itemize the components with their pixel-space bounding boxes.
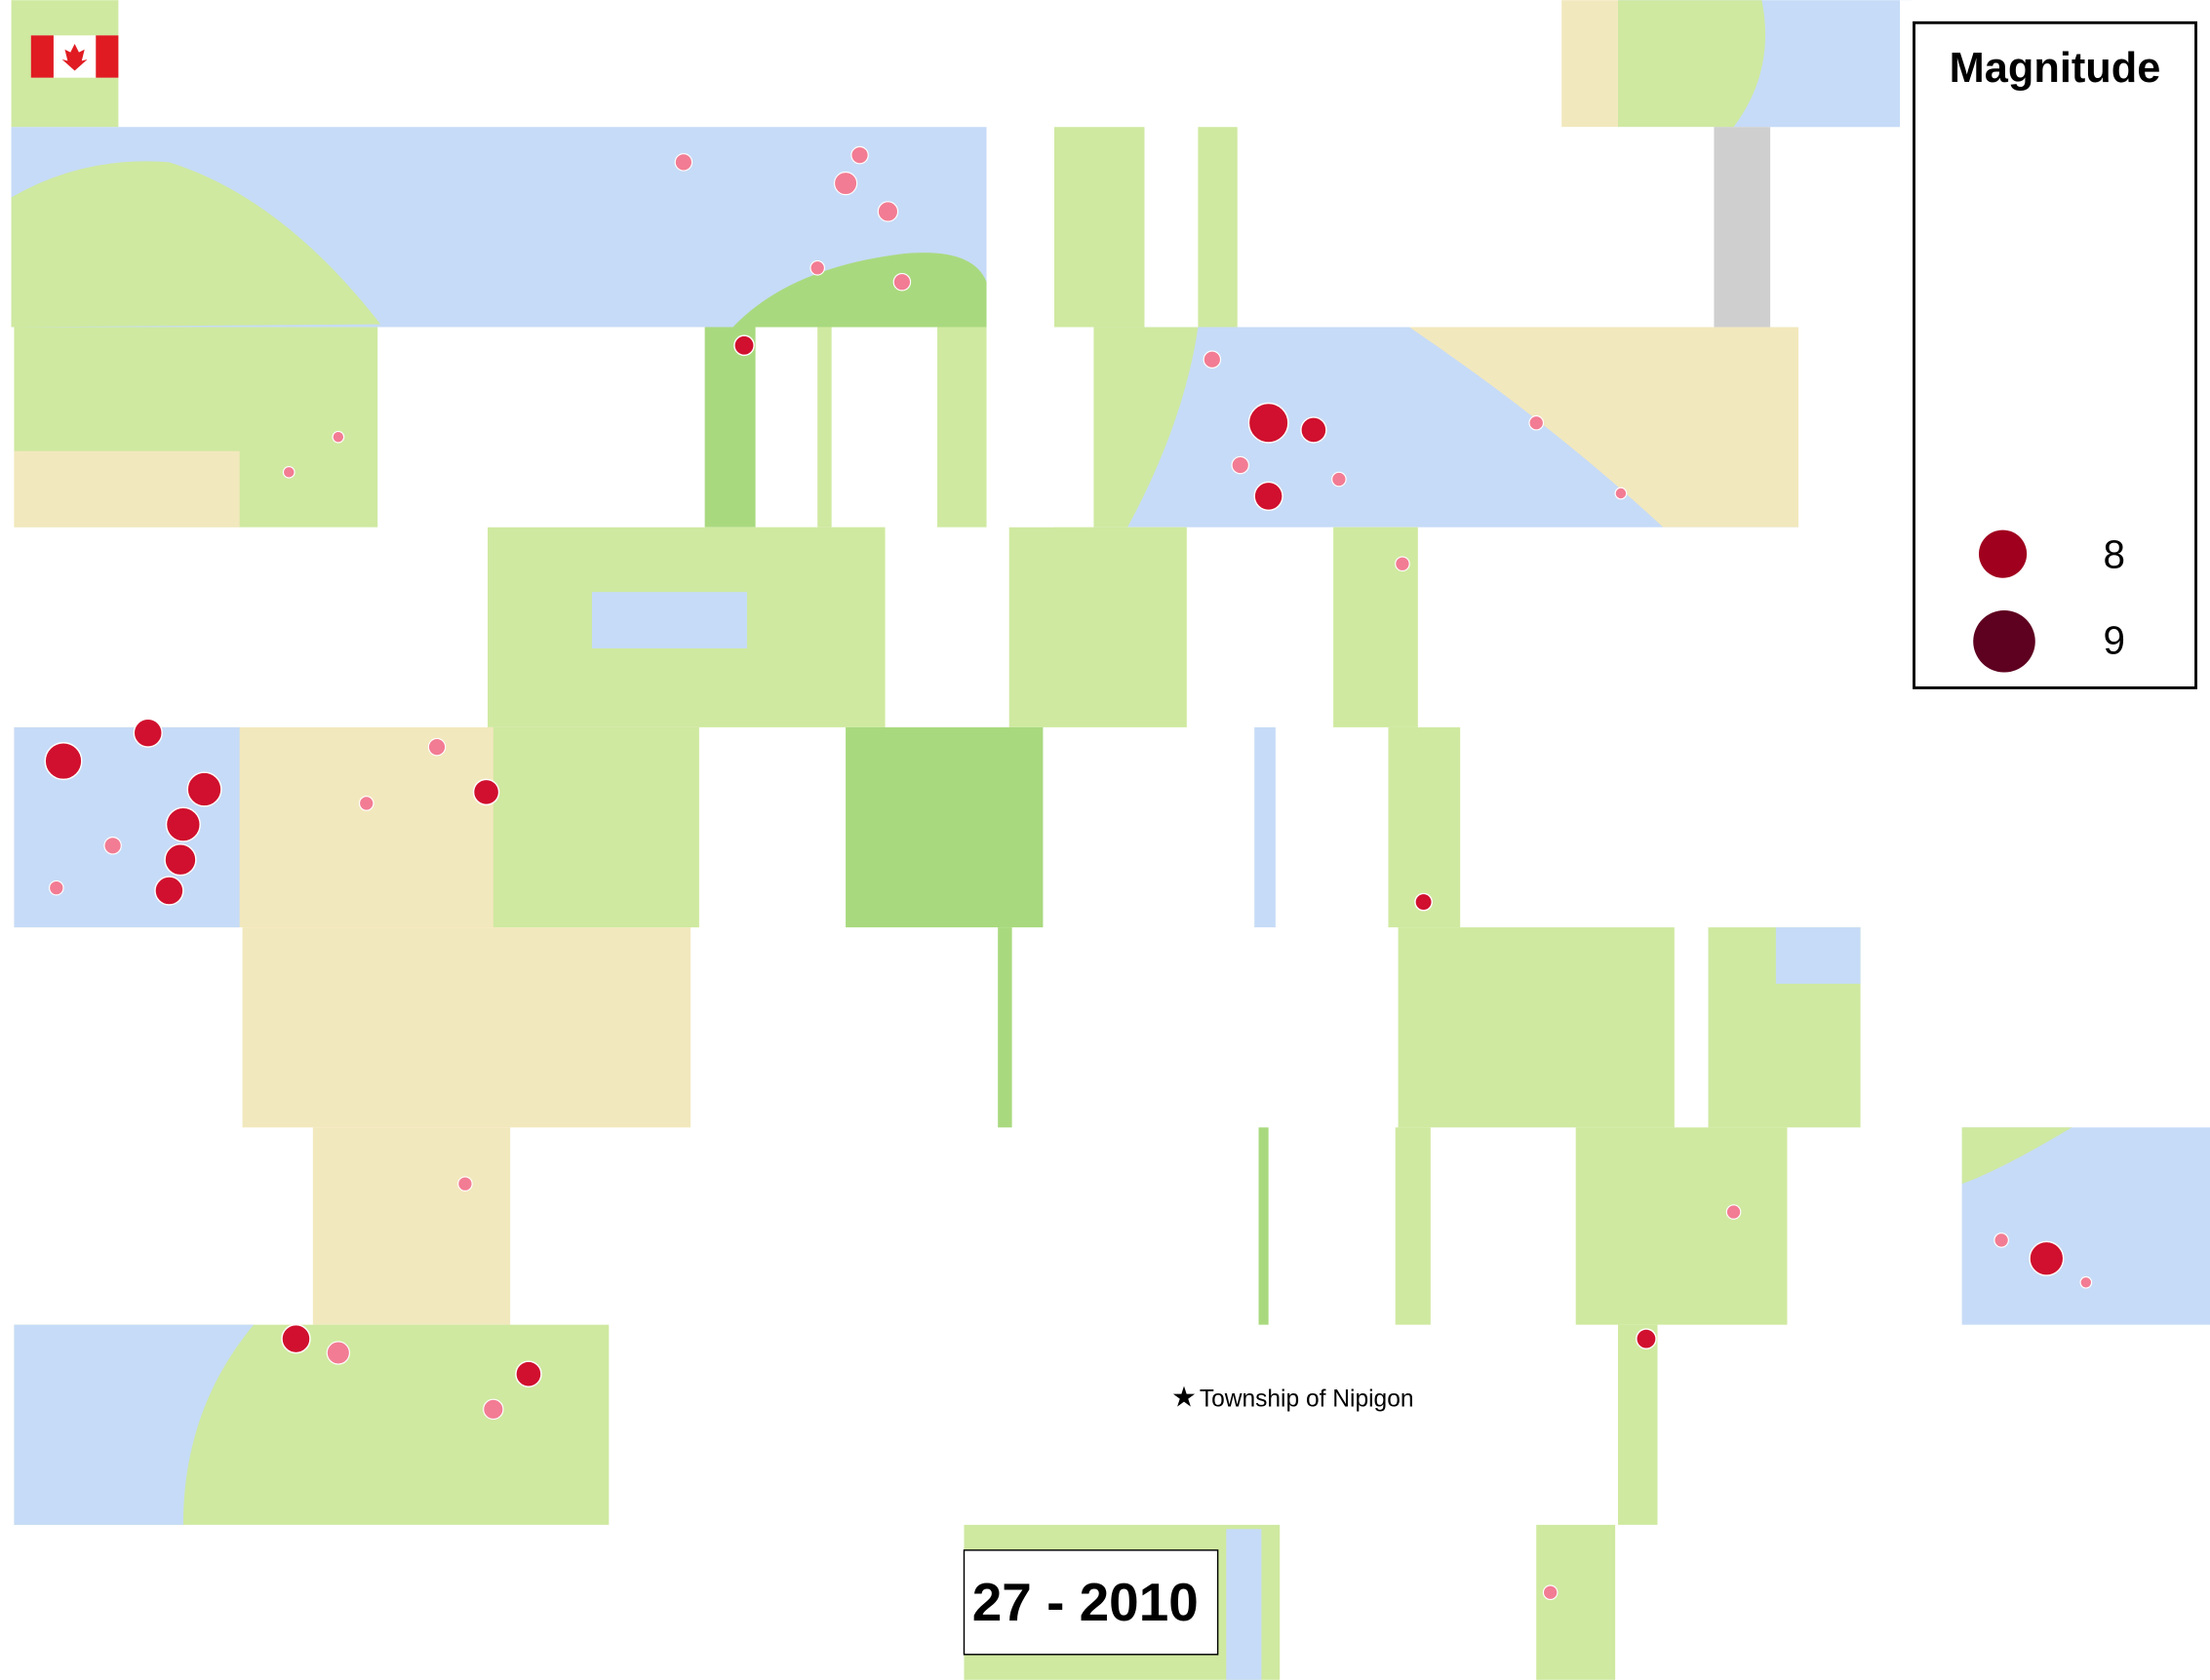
legend-title: Magnitude [1950, 45, 2161, 92]
date-box: 27 - 2010 [964, 1550, 1217, 1655]
legend: Magnitude 8 9 [1900, 0, 2210, 727]
flag [31, 35, 119, 77]
legend-label: 8 [2103, 532, 2125, 577]
star-icon: ★ [1171, 1382, 1197, 1413]
place-name: Township of Nipigon [1200, 1386, 1414, 1412]
legend-symbol [1973, 610, 2035, 673]
legend-label: 9 [2103, 618, 2125, 663]
map: Magnitude 8 9 ★ Township of Nipigon 27 -… [0, 0, 2210, 1680]
legend-symbol [1979, 530, 2027, 578]
map-tiles [12, 0, 2210, 1680]
place-label: ★ Township of Nipigon [1171, 1382, 1414, 1413]
date-range: 27 - 2010 [972, 1572, 1199, 1632]
